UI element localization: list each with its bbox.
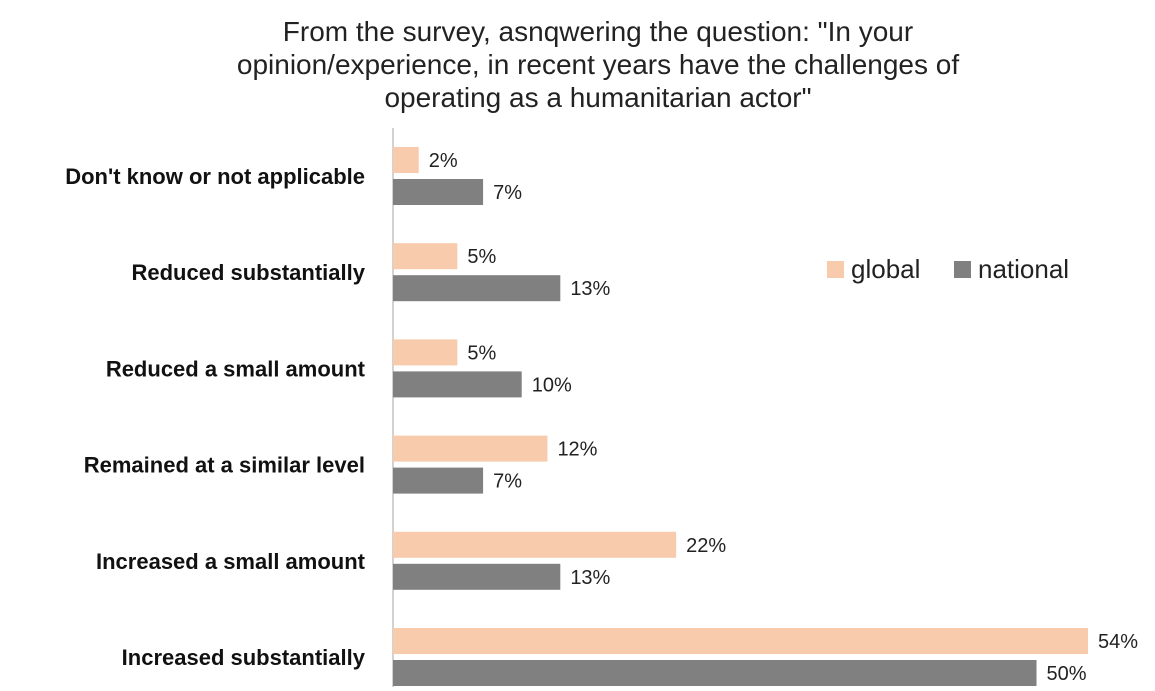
data-label-global: 5% (467, 342, 496, 364)
category-label: Increased substantially (122, 645, 366, 670)
bar-global (393, 243, 458, 270)
data-label-national: 7% (493, 182, 522, 204)
category-label: Reduced a small amount (106, 356, 366, 381)
bar-national (393, 467, 484, 494)
data-label-national: 13% (570, 278, 610, 300)
bar-national (393, 660, 1037, 686)
category-label: Don't know or not applicable (65, 164, 365, 189)
bar-national (393, 179, 484, 205)
chart-title-line-1: From the survey, asnqwering the question… (283, 16, 913, 47)
legend: global national (827, 254, 1069, 284)
data-label-national: 13% (570, 567, 610, 589)
legend-label-national: national (978, 254, 1069, 284)
legend-swatch-national (954, 261, 971, 278)
bar-national (393, 371, 522, 398)
data-label-global: 5% (467, 246, 496, 268)
data-label-national: 50% (1047, 663, 1087, 685)
data-label-global: 12% (557, 439, 597, 461)
legend-label-global: global (851, 254, 920, 284)
bar-global (393, 628, 1088, 654)
category-label: Remained at a similar level (84, 453, 365, 478)
bar-global (393, 531, 677, 558)
data-label-national: 7% (493, 471, 522, 493)
bar-global (393, 339, 458, 366)
bar-national (393, 275, 561, 302)
legend-swatch-global (827, 261, 844, 278)
data-label-national: 10% (532, 374, 572, 396)
data-label-global: 2% (429, 150, 458, 172)
chart-title-line-3: operating as a humanitarian actor" (384, 82, 811, 113)
chart-title: From the survey, asnqwering the question… (237, 16, 959, 113)
data-label-global: 54% (1098, 631, 1138, 653)
bar-national (393, 563, 561, 590)
plot-area: Don't know or not applicable 2% 7% Reduced … (65, 128, 1138, 687)
bar-global (393, 147, 419, 173)
category-label: Reduced substantially (131, 260, 365, 285)
bar-global (393, 435, 548, 462)
category-label: Increased a small amount (96, 549, 366, 574)
data-label-global: 22% (686, 535, 726, 557)
chart-title-line-2: opinion/experience, in recent years have… (237, 49, 959, 80)
